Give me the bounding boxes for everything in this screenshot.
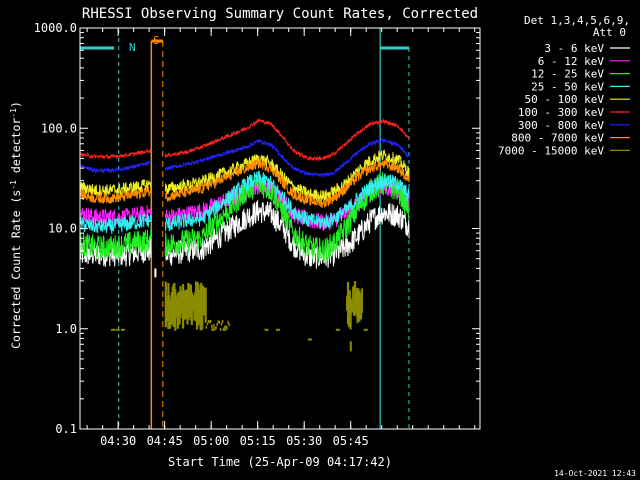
burst-tail [216,322,218,326]
sparse-point [120,328,125,331]
legend-label: 100 - 300 keV [518,106,604,119]
annotation-label-n: N [129,41,136,54]
sparse-point [222,328,227,331]
series-25-50-keV [79,170,410,234]
burst-bar [349,297,352,330]
burst-bar [360,288,363,313]
legend-label: 7000 - 15000 keV [498,144,604,157]
legend-label: 25 - 50 keV [531,80,604,93]
burst-tail [224,326,226,330]
sparse-point [307,338,312,341]
burst-tail [207,320,210,323]
sparse-spike [349,341,352,352]
burst-tail [208,320,211,324]
y-axis-label: Corrected Count Rate (s-1 detector-1) [9,101,23,349]
series-800-7000-keV [79,158,410,209]
white-spike [154,268,157,278]
y-tick-label: 100.0 [41,121,77,135]
sparse-point [211,328,216,331]
legend-label: 6 - 12 keV [538,55,605,68]
x-tick-label: 05:30 [286,434,322,448]
legend-label: 50 - 100 keV [525,93,605,106]
burst-tail [218,321,221,324]
burst-tail [205,325,208,329]
legend-label: 12 - 25 keV [531,68,604,81]
footer-timestamp: 14-Oct-2021 12:43 [554,469,636,478]
burst-tail [214,326,216,330]
burst-tail [215,326,217,330]
x-tick-label: 05:45 [333,434,369,448]
series-50-100-keV [79,149,410,203]
chart-title: RHESSI Observing Summary Count Rates, Co… [82,6,478,22]
burst-tail [226,326,228,330]
burst-bar [204,287,207,323]
series-7000-15000-kev [111,268,368,352]
legend-label: 3 - 6 keV [544,42,604,55]
x-tick-label: 04:30 [100,434,136,448]
burst-tail [217,320,219,324]
sparse-point [335,328,340,331]
annotation-label-s: S [153,34,160,47]
legend-title-line2: Att 0 [593,26,626,39]
sparse-point [111,328,115,331]
x-tick-label: 04:45 [147,434,183,448]
y-tick-label: 0.1 [55,422,77,436]
sparse-point [276,328,280,331]
y-tick-label: 1000.0 [34,21,77,35]
burst-tail [219,328,222,331]
series-100-300-keV [79,117,410,162]
burst-tail [227,320,229,324]
burst-tail [213,324,215,327]
series-line [79,137,410,179]
legend-title-line1: Det 1,3,4,5,6,9, [524,14,630,27]
burst-tail [220,322,223,326]
legend-label: 300 - 800 keV [518,119,604,132]
x-tick-label: 05:15 [240,434,276,448]
burst-tail [221,320,224,324]
x-axis-label: Start Time (25-Apr-09 04:17:42) [168,455,392,469]
burst-tail [225,325,227,329]
series-line [79,149,410,203]
legend-label: 800 - 7000 keV [511,132,604,145]
series-line [79,170,410,234]
burst-tail [212,327,214,331]
sparse-point [363,328,368,331]
burst-tail [206,322,209,326]
series-line [79,158,410,209]
burst-tail [228,323,230,326]
series-line [79,117,410,162]
y-tick-label: 1.0 [55,322,77,336]
sparse-point [264,328,269,331]
sparse-point [115,328,120,331]
burst-tail [211,324,213,328]
series-300-800-keV [79,137,410,179]
burst-tail [209,320,212,324]
x-tick-label: 05:00 [193,434,229,448]
y-tick-label: 10.0 [48,222,77,236]
